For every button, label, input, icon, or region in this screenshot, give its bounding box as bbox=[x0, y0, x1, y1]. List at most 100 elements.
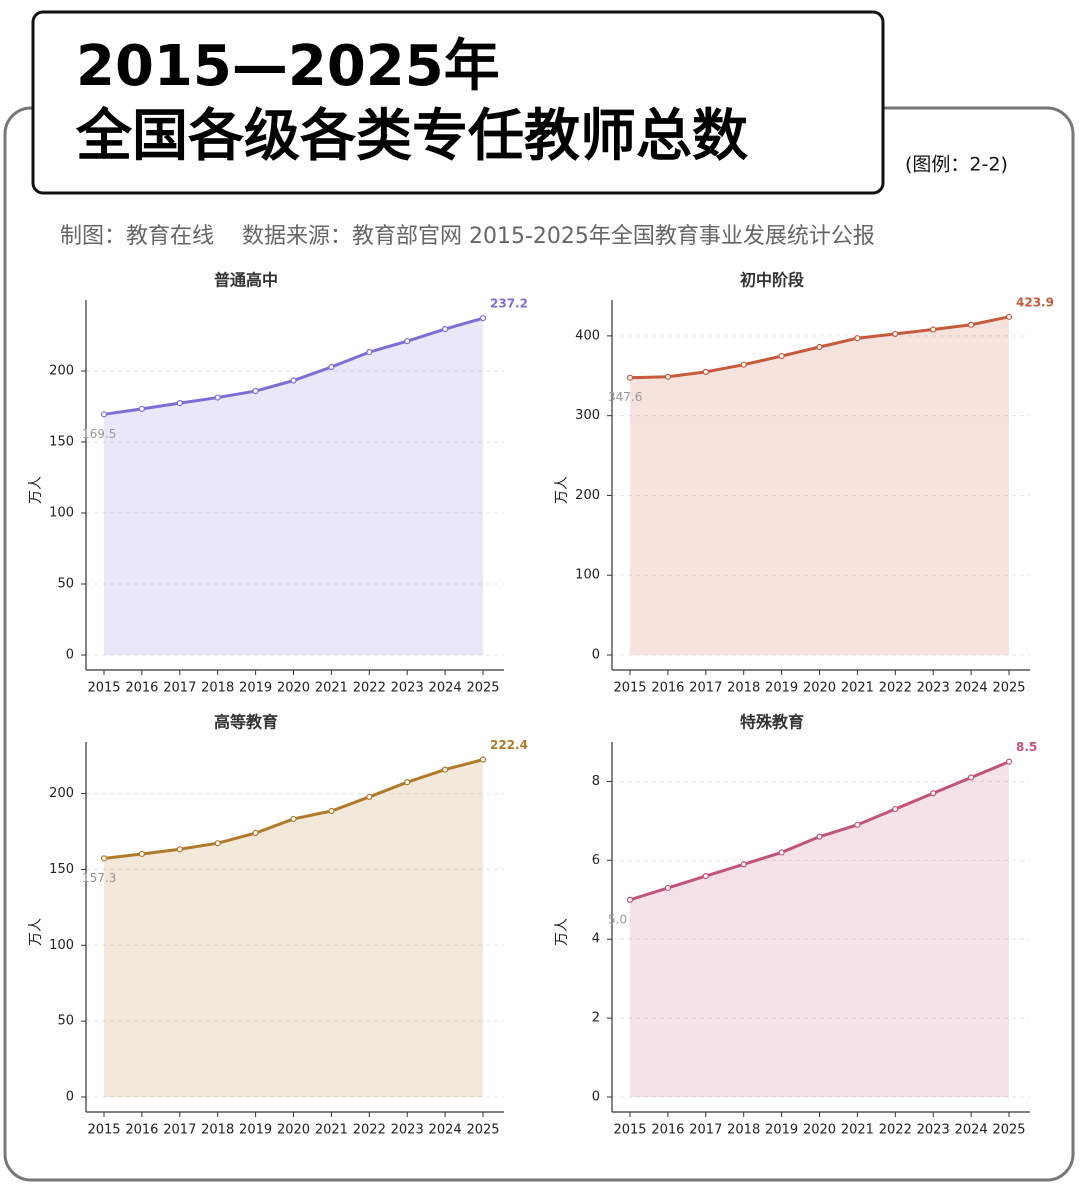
x-tick-label: 2020 bbox=[277, 1123, 310, 1138]
point bbox=[366, 793, 373, 801]
y-axis-label: 万人 bbox=[554, 476, 570, 504]
point bbox=[892, 330, 899, 338]
area bbox=[630, 761, 1009, 1097]
x-tick-label: 2020 bbox=[803, 1123, 836, 1138]
data-label: 5.0 bbox=[608, 912, 627, 926]
x-tick-label: 2020 bbox=[803, 681, 836, 696]
point bbox=[930, 790, 937, 797]
x-tick-label: 2016 bbox=[651, 681, 684, 696]
y-tick-label: 8 bbox=[592, 774, 600, 789]
y-axis-label: 万人 bbox=[554, 918, 570, 946]
x-tick-label: 2022 bbox=[879, 1123, 912, 1138]
point bbox=[252, 387, 259, 395]
point bbox=[816, 343, 823, 351]
x-tick-label: 2017 bbox=[163, 681, 196, 696]
panel-title: 高等教育 bbox=[214, 713, 278, 732]
point bbox=[176, 846, 183, 853]
point bbox=[479, 756, 487, 763]
x-tick-label: 2025 bbox=[466, 1123, 499, 1138]
x-tick-label: 2022 bbox=[879, 681, 912, 696]
data-label: 157.3 bbox=[82, 871, 116, 885]
x-tick-label: 2018 bbox=[727, 681, 760, 696]
y-tick-label: 0 bbox=[66, 1090, 74, 1105]
y-tick-label: 200 bbox=[49, 786, 74, 801]
x-tick-label: 2024 bbox=[955, 1123, 988, 1138]
x-tick-label: 2018 bbox=[727, 1123, 760, 1138]
x-tick-label: 2015 bbox=[613, 681, 646, 696]
point bbox=[138, 850, 145, 858]
point bbox=[816, 833, 823, 840]
y-tick-label: 100 bbox=[575, 568, 600, 583]
y-tick-label: 50 bbox=[57, 577, 74, 592]
point bbox=[1005, 313, 1013, 320]
point bbox=[100, 855, 108, 862]
y-tick-label: 0 bbox=[592, 1090, 600, 1105]
point bbox=[404, 779, 411, 786]
legend-note: (图例：2-2) bbox=[905, 154, 1008, 176]
y-axis-label: 万人 bbox=[28, 476, 44, 504]
x-tick-label: 2020 bbox=[277, 681, 310, 696]
x-tick-label: 2017 bbox=[163, 1123, 196, 1138]
y-tick-label: 2 bbox=[592, 1011, 600, 1026]
x-tick-label: 2024 bbox=[429, 681, 462, 696]
point bbox=[854, 821, 861, 828]
point bbox=[138, 405, 145, 413]
point bbox=[967, 321, 975, 328]
point bbox=[442, 326, 449, 333]
x-tick-label: 2021 bbox=[315, 681, 348, 696]
y-axis-label: 万人 bbox=[28, 918, 44, 946]
data-label: 222.4 bbox=[490, 738, 528, 752]
x-tick-label: 2024 bbox=[429, 1123, 462, 1138]
data-label: 423.9 bbox=[1016, 295, 1054, 309]
point bbox=[740, 861, 747, 868]
point bbox=[176, 399, 183, 407]
point bbox=[892, 805, 899, 813]
area bbox=[104, 318, 483, 655]
x-tick-label: 2016 bbox=[125, 1123, 158, 1138]
credit: 制图：教育在线 数据来源：教育部官网 2015-2025年全国教育事业发展统计公… bbox=[60, 224, 875, 249]
point bbox=[214, 840, 221, 847]
y-tick-label: 50 bbox=[57, 1014, 74, 1029]
title-box bbox=[31, 10, 885, 195]
point bbox=[854, 335, 861, 342]
y-tick-label: 100 bbox=[49, 938, 74, 953]
x-tick-label: 2023 bbox=[917, 1123, 950, 1138]
x-tick-label: 2019 bbox=[239, 681, 272, 696]
y-tick-label: 300 bbox=[575, 408, 600, 423]
x-tick-label: 2025 bbox=[992, 1123, 1025, 1138]
data-label: 347.6 bbox=[608, 390, 642, 404]
point bbox=[366, 349, 373, 356]
point bbox=[702, 368, 709, 375]
x-tick-label: 2021 bbox=[315, 1123, 348, 1138]
x-tick-label: 2024 bbox=[955, 681, 988, 696]
title: 全国各级各类专任教师总数 bbox=[75, 104, 748, 169]
y-tick-label: 200 bbox=[575, 488, 600, 503]
y-tick-label: 0 bbox=[66, 648, 74, 663]
point bbox=[479, 315, 487, 322]
y-tick-label: 100 bbox=[49, 506, 74, 521]
point bbox=[290, 815, 297, 823]
x-tick-label: 2023 bbox=[391, 1123, 424, 1138]
point bbox=[967, 774, 975, 781]
area bbox=[104, 759, 483, 1097]
panel-title: 普通高中 bbox=[214, 271, 278, 290]
point bbox=[702, 873, 709, 880]
data-label: 169.5 bbox=[82, 427, 116, 441]
point bbox=[664, 884, 672, 892]
point bbox=[626, 896, 634, 903]
x-tick-label: 2015 bbox=[87, 1123, 120, 1138]
x-tick-label: 2023 bbox=[917, 681, 950, 696]
x-tick-label: 2015 bbox=[87, 681, 120, 696]
panel-title: 特殊教育 bbox=[740, 713, 804, 732]
point bbox=[328, 363, 335, 371]
point bbox=[442, 766, 449, 773]
point bbox=[214, 394, 221, 401]
x-tick-label: 2025 bbox=[466, 681, 499, 696]
title: 2015—2025年 bbox=[76, 34, 500, 99]
y-tick-label: 150 bbox=[49, 435, 74, 450]
y-tick-label: 6 bbox=[592, 853, 600, 868]
x-tick-label: 2022 bbox=[353, 1123, 386, 1138]
point bbox=[740, 361, 747, 368]
